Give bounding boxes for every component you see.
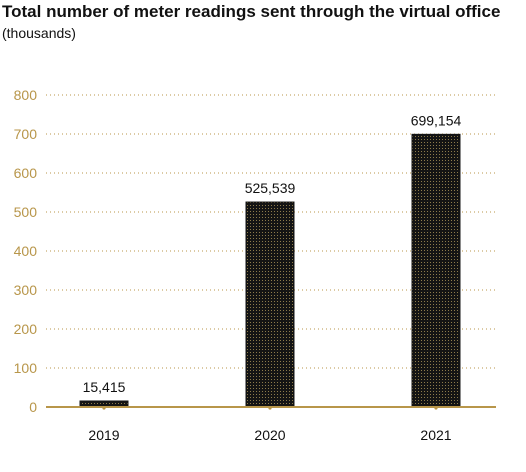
y-tick-label: 100 — [14, 360, 38, 376]
x-tick-mark — [268, 406, 272, 410]
y-tick-label: 400 — [14, 243, 38, 259]
x-category-label: 2019 — [88, 427, 119, 443]
y-axis-ticks: 0 100 200 300 400 500 600 700 800 — [14, 87, 38, 415]
category-labels: 2019 2020 2021 — [88, 427, 451, 443]
x-axis — [46, 406, 496, 410]
y-tick-label: 500 — [14, 204, 38, 220]
chart-subtitle: (thousands) — [2, 25, 76, 41]
y-tick-label: 800 — [14, 87, 38, 103]
bar-2020 — [245, 201, 295, 408]
data-label-2021: 699,154 — [411, 112, 462, 128]
data-labels: 15,415 525,539 699,154 — [83, 112, 462, 395]
data-label-2019: 15,415 — [83, 379, 126, 395]
y-tick-label: 200 — [14, 321, 38, 337]
data-label-2020: 525,539 — [245, 180, 296, 196]
y-tick-label: 600 — [14, 165, 38, 181]
x-category-label: 2021 — [420, 427, 451, 443]
x-tick-mark — [102, 406, 106, 410]
chart-title: Total number of meter readings sent thro… — [2, 2, 501, 21]
y-tick-label: 0 — [29, 399, 37, 415]
bars — [79, 133, 461, 408]
y-tick-label: 300 — [14, 282, 38, 298]
y-tick-label: 700 — [14, 126, 38, 142]
x-category-label: 2020 — [254, 427, 285, 443]
x-tick-mark — [434, 406, 438, 410]
bar-2021 — [411, 133, 461, 408]
